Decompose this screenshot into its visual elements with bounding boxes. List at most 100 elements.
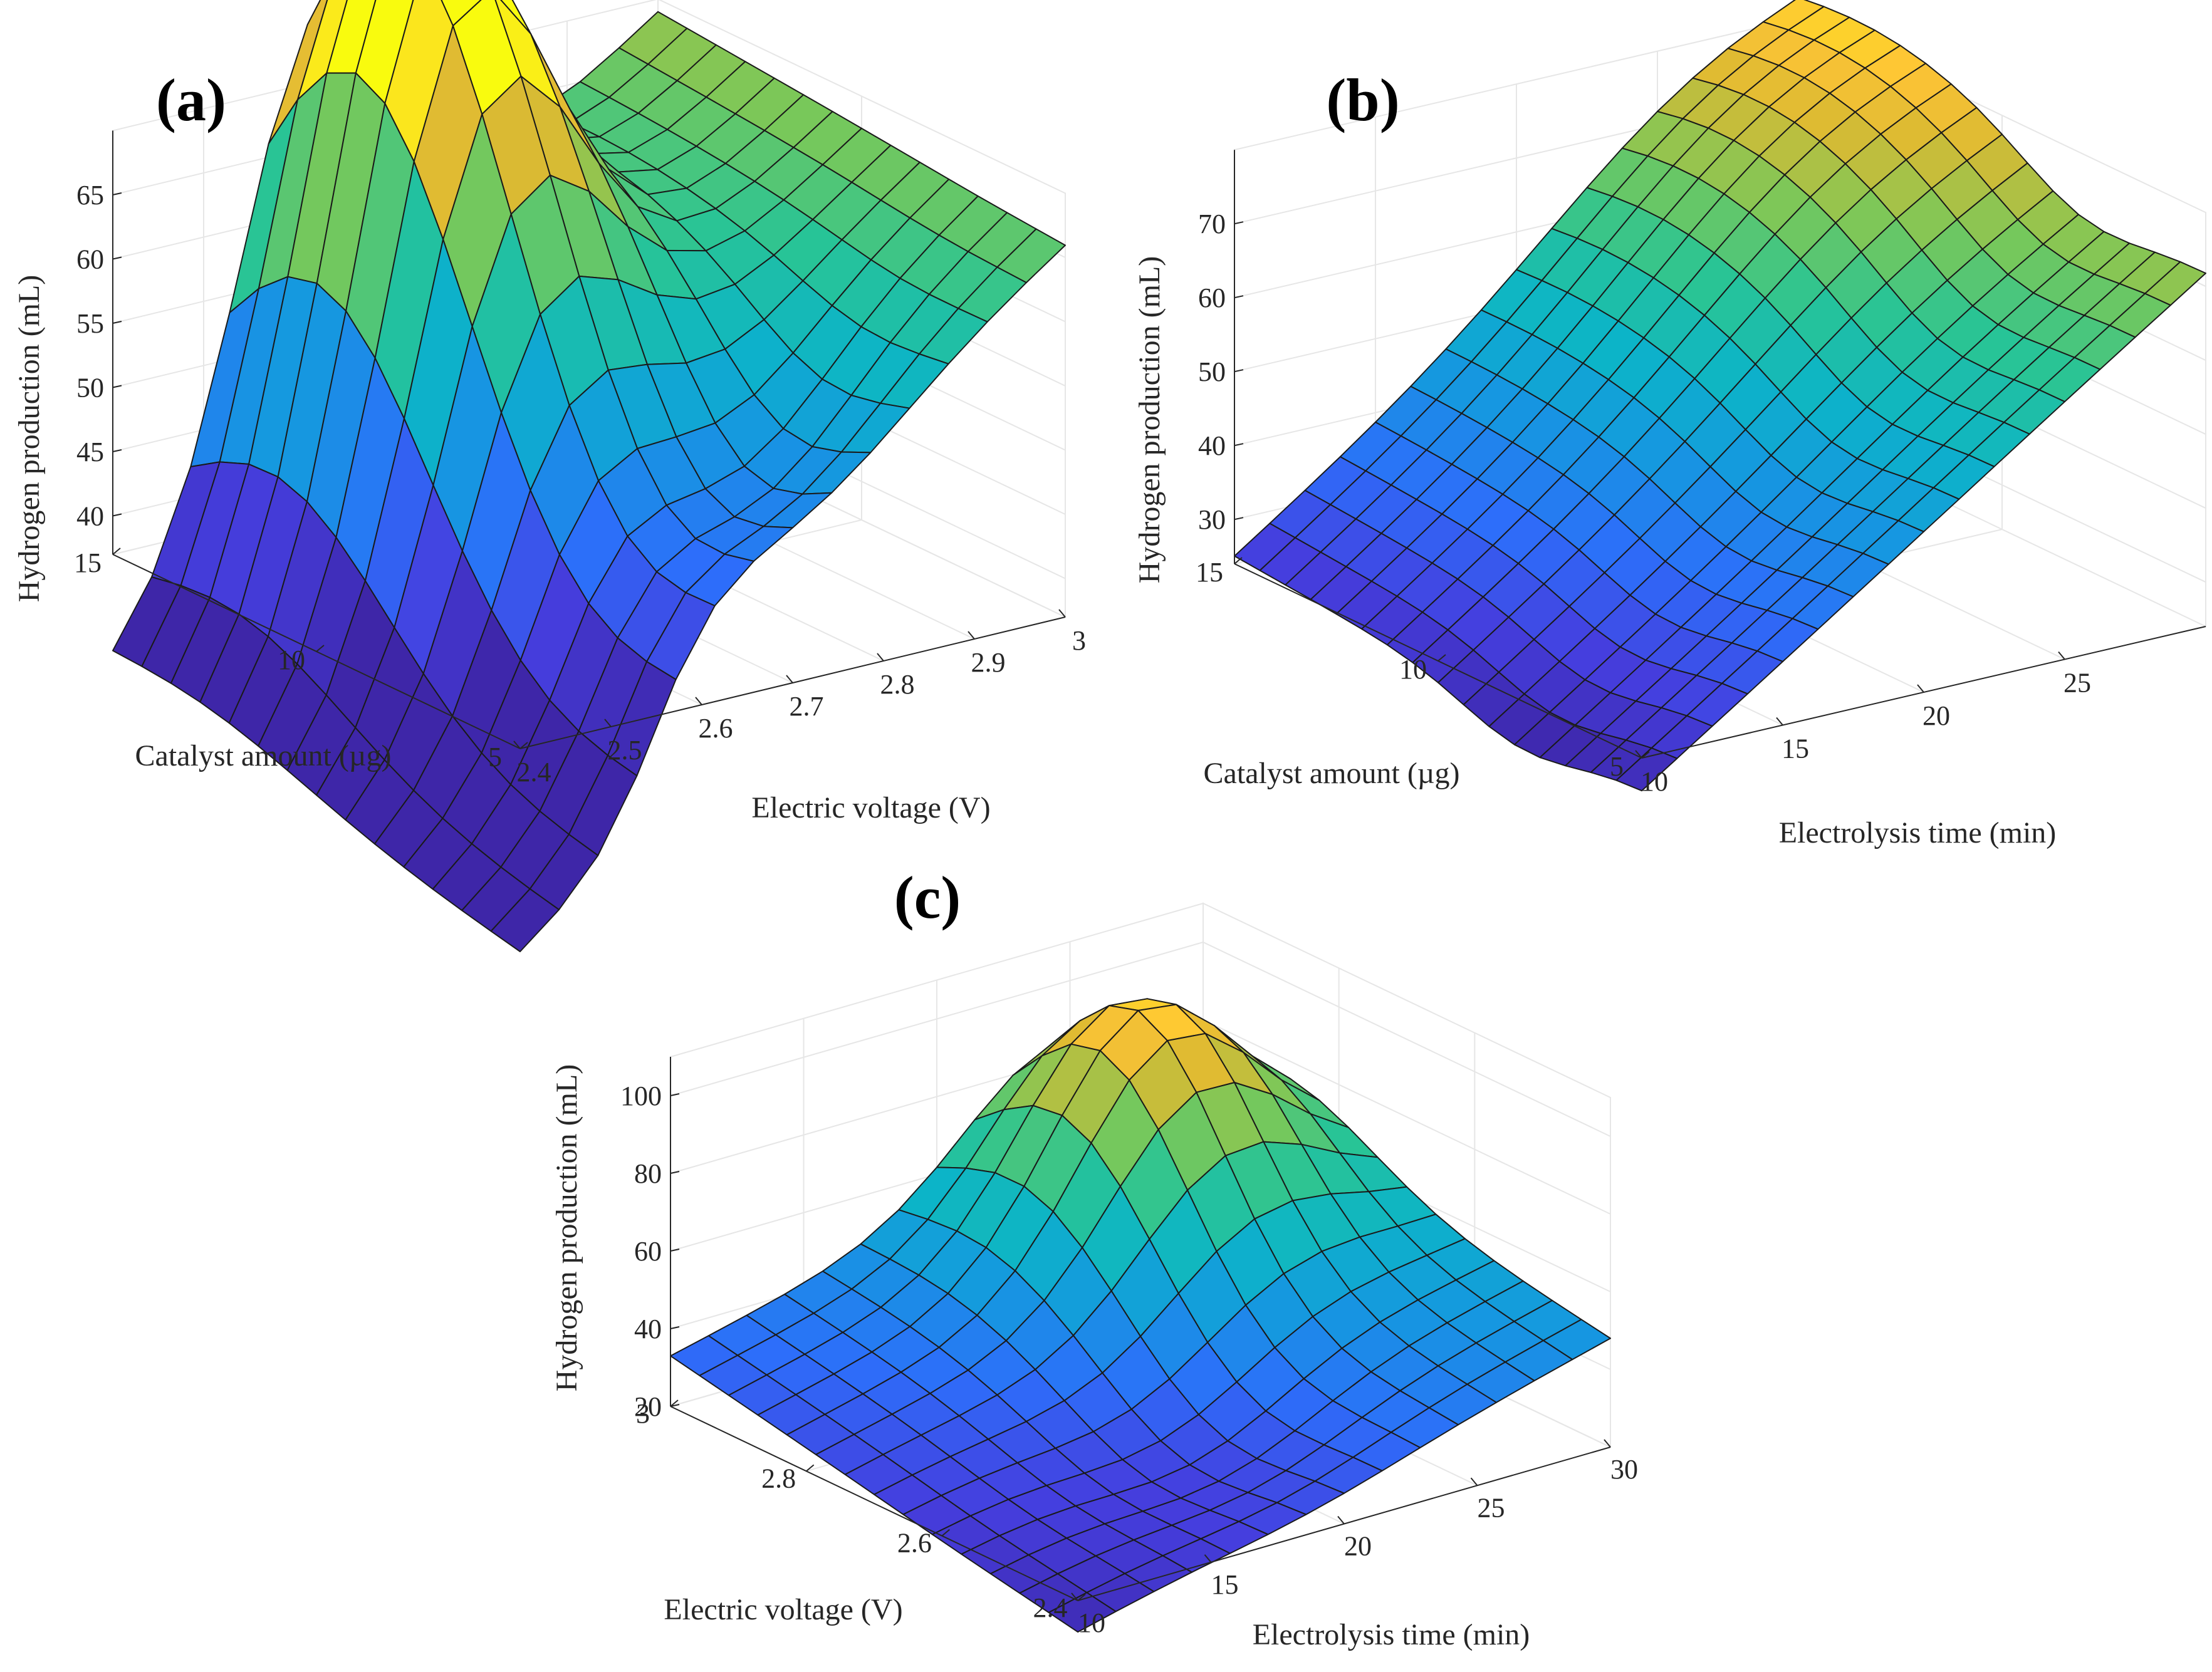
y-tick xyxy=(806,1464,815,1472)
z-tick xyxy=(112,449,122,452)
x-tick xyxy=(1337,1515,1345,1525)
surface-plot-c: 20 40 60 80 100 10 15 20 25 30 2.4 2.6 2.8 3 Electroly… xyxy=(550,864,1638,1651)
z-tick-label: 50 xyxy=(1198,356,1226,387)
x-tick-label: 10 xyxy=(1078,1607,1105,1638)
x-tick xyxy=(877,653,884,662)
z-tick xyxy=(112,385,122,388)
y-axis-label: Catalyst amount (µg) xyxy=(135,739,392,772)
x-tick xyxy=(604,719,612,727)
z-tick xyxy=(1234,369,1244,373)
y-tick xyxy=(1234,557,1243,564)
x-tick xyxy=(513,740,521,749)
surface-patch xyxy=(1615,747,1678,792)
y-tick xyxy=(1641,751,1650,759)
x-axis-label: Electric voltage (V) xyxy=(751,791,990,824)
y-tick-label: 2.6 xyxy=(897,1528,932,1559)
x-tick-label: 25 xyxy=(1478,1492,1505,1523)
z-tick xyxy=(670,1093,680,1096)
x-tick-label: 2.9 xyxy=(971,647,1006,678)
z-tick xyxy=(1234,221,1244,225)
x-tick-label: 3 xyxy=(1072,625,1086,656)
x-tick-label: 30 xyxy=(1610,1454,1638,1485)
y-tick-label: 15 xyxy=(74,548,102,578)
x-tick xyxy=(1776,717,1783,726)
y-axis-label: Electric voltage (V) xyxy=(664,1593,902,1626)
x-tick-label: 2.7 xyxy=(790,691,824,722)
surface-patch xyxy=(1048,1592,1117,1633)
y-tick-label: 5 xyxy=(1610,751,1624,782)
y-axis-label: Catalyst amount (µg) xyxy=(1204,757,1460,790)
panel-label: (a) xyxy=(156,66,226,133)
z-tick xyxy=(670,1326,680,1329)
z-tick xyxy=(112,192,122,195)
x-tick-label: 2.8 xyxy=(880,669,915,700)
z-tick-label: 20 xyxy=(634,1391,662,1422)
y-tick-label: 10 xyxy=(278,645,305,675)
z-tick-label: 60 xyxy=(634,1236,662,1267)
z-tick xyxy=(1234,295,1244,299)
x-tick xyxy=(695,697,702,705)
z-tick-label: 40 xyxy=(76,501,104,532)
z-axis-label: Hydrogen production (mL) xyxy=(13,275,46,603)
x-tick-label: 15 xyxy=(1782,734,1809,764)
z-tick-label: 100 xyxy=(620,1081,662,1111)
z-tick-label: 65 xyxy=(76,180,104,210)
z-tick-label: 30 xyxy=(1198,504,1226,535)
x-tick xyxy=(786,675,793,683)
x-tick xyxy=(1470,1477,1478,1486)
x-axis-label: Electrolysis time (min) xyxy=(1779,816,2057,849)
y-tick xyxy=(112,548,121,555)
z-tick-label: 45 xyxy=(76,437,104,467)
y-tick-label: 2.4 xyxy=(1033,1592,1068,1623)
y-tick-label: 3 xyxy=(636,1398,650,1429)
panel-label: (c) xyxy=(894,864,961,931)
y-tick-label: 15 xyxy=(1196,557,1223,588)
z-tick xyxy=(112,256,122,260)
x-tick-label: 2.5 xyxy=(608,735,642,766)
y-tick-label: 5 xyxy=(488,742,502,772)
z-tick-label: 60 xyxy=(1198,283,1226,313)
z-tick-label: 40 xyxy=(1198,430,1226,461)
surface-plot-b: 30 40 50 60 70 10 15 20 25 5 10 15 Electrolysis time… xyxy=(1133,0,2206,849)
z-tick-label: 50 xyxy=(76,373,104,403)
x-tick xyxy=(968,631,975,640)
z-tick-label: 40 xyxy=(634,1314,662,1344)
y-axis xyxy=(670,1406,1078,1601)
x-tick-label: 2.6 xyxy=(699,713,733,744)
z-axis-label: Hydrogen production (mL) xyxy=(1133,256,1166,584)
z-tick xyxy=(1234,517,1244,521)
z-tick xyxy=(670,1171,680,1174)
z-tick-label: 55 xyxy=(76,308,104,339)
x-tick xyxy=(1604,1439,1611,1448)
z-axis-label: Hydrogen production (mL) xyxy=(550,1064,583,1392)
y-tick xyxy=(1077,1594,1086,1601)
y-tick xyxy=(316,645,325,652)
y-tick-label: 2.8 xyxy=(761,1463,796,1493)
x-tick xyxy=(1917,684,1924,693)
z-tick-label: 60 xyxy=(76,244,104,275)
panel-label: (b) xyxy=(1326,66,1399,133)
y-tick-label: 10 xyxy=(1399,654,1427,685)
x-tick-label: 25 xyxy=(2063,668,2091,698)
z-tick-label: 80 xyxy=(634,1158,662,1189)
x-tick-label: 2.4 xyxy=(517,757,551,787)
y-tick xyxy=(941,1529,950,1537)
z-tick xyxy=(670,1249,680,1252)
surface-patch xyxy=(490,888,560,952)
x-tick xyxy=(1204,1554,1212,1563)
x-tick-label: 10 xyxy=(1641,766,1668,797)
x-tick xyxy=(2058,651,2065,660)
x-tick-label: 15 xyxy=(1211,1569,1239,1600)
x-tick xyxy=(1058,609,1066,618)
y-tick xyxy=(519,742,528,749)
x-axis-label: Electrolysis time (min) xyxy=(1253,1618,1530,1651)
z-tick xyxy=(670,1404,680,1407)
z-tick xyxy=(112,321,122,324)
z-tick xyxy=(112,513,122,517)
z-tick-label: 70 xyxy=(1198,209,1226,239)
y-tick xyxy=(1437,654,1446,662)
z-tick xyxy=(1234,443,1244,447)
x-tick xyxy=(1635,750,1642,759)
x-tick xyxy=(1071,1592,1078,1601)
